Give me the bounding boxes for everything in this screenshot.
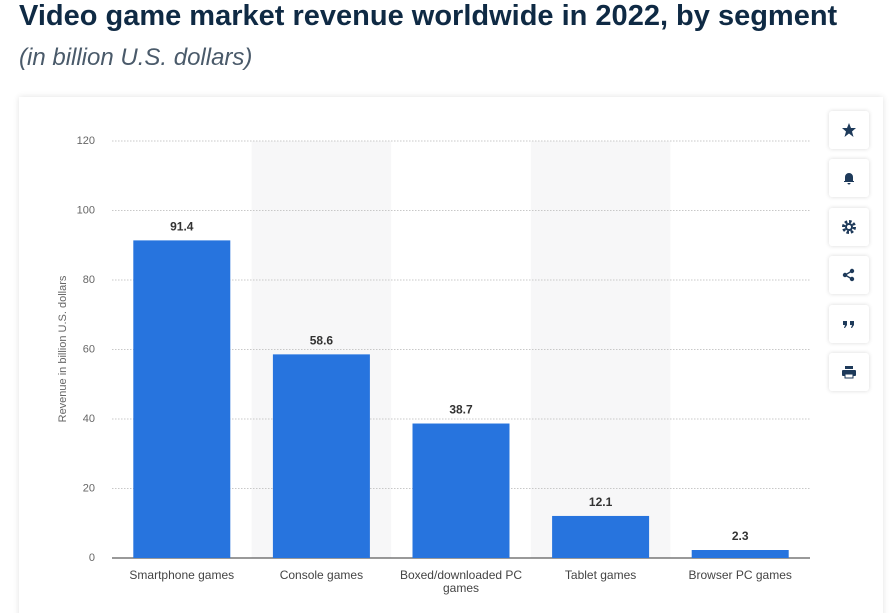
x-tick-label: Console games [279,568,364,582]
x-tick-label: Boxed/downloaded PC games [399,568,523,595]
share-button[interactable] [829,256,869,294]
y-axis-label: Revenue in billion U.S. dollars [57,275,69,422]
cite-button[interactable] [829,305,869,343]
bar [691,550,789,558]
x-tick-label: Smartphone games [129,568,235,582]
bar [133,240,231,558]
value-label: 38.7 [449,403,473,417]
y-tick-label: 20 [83,482,95,494]
settings-button[interactable] [829,208,869,246]
bar [412,423,510,558]
chart-subtitle: (in billion U.S. dollars) [19,44,253,71]
y-tick-label: 0 [89,552,95,564]
value-label: 91.4 [170,220,194,234]
y-tick-label: 40 [83,413,95,425]
chart-title: Video game market revenue worldwide in 2… [19,0,838,32]
bar [272,354,370,558]
y-tick-label: 120 [77,135,95,147]
bar [552,515,650,558]
value-label: 2.3 [732,529,749,543]
y-tick-label: 100 [77,204,95,216]
y-tick-label: 80 [83,274,95,286]
favorite-button[interactable] [829,111,869,149]
x-tick-label: Tablet games [564,568,637,582]
notification-button[interactable] [829,159,869,197]
y-tick-label: 60 [83,343,95,355]
print-button[interactable] [829,353,869,391]
value-label: 58.6 [310,334,334,348]
value-label: 12.1 [589,495,613,509]
x-tick-label: Browser PC games [688,568,792,582]
